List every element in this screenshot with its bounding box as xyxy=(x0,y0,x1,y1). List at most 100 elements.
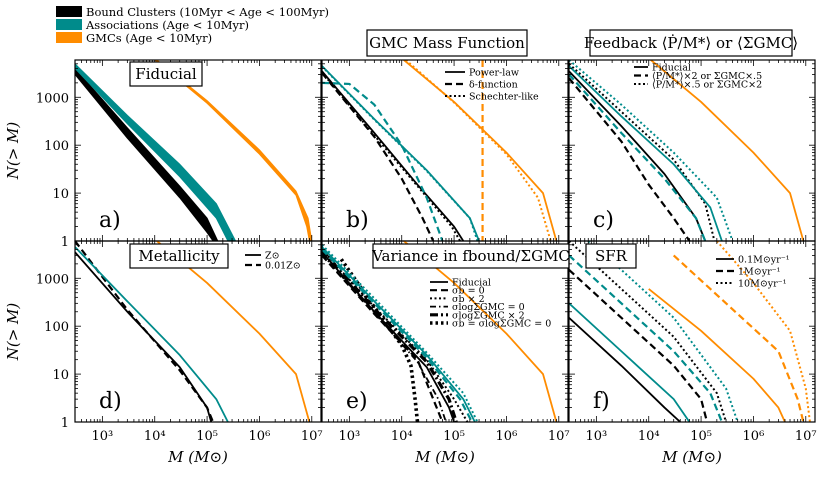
panel-title: Feedback ⟨Ṗ/M*⟩ or ⟨ΣGMC⟩ xyxy=(584,34,798,52)
panel-e: 10³ 10⁴ 10⁵ 10⁶ 10⁷ M (M⊙) e) Variance in fboun… xyxy=(321,240,570,466)
panel-label: f) xyxy=(593,389,610,414)
panel-title: Metallicity xyxy=(138,247,220,265)
series-b-2 xyxy=(322,71,461,241)
legend-label: Fiducial xyxy=(652,63,691,74)
y-axis-label: N(> M) xyxy=(4,303,22,362)
series-f-7 xyxy=(672,254,805,422)
series-d-2 xyxy=(75,246,229,422)
legend-label: GMCs (Age < 10Myr) xyxy=(86,31,212,45)
legend-label: σlogΣGMC × 2 xyxy=(452,310,525,321)
series-b-3 xyxy=(322,65,480,241)
series-c-3 xyxy=(569,65,723,241)
plot-area-e xyxy=(322,241,558,422)
legend-label: ⟨P/M*⟩×2 or ΣGMC×.5 xyxy=(652,71,762,82)
ytick-label: 1 xyxy=(61,235,69,250)
plot-area-a xyxy=(75,60,313,241)
series-e-6 xyxy=(322,246,476,422)
series-f-0 xyxy=(569,317,681,422)
xtick-label: 10⁴ xyxy=(391,429,413,444)
panel-title: Fiducial xyxy=(135,65,197,83)
legend-label: Fiducial xyxy=(452,278,491,289)
ytick-label: 10 xyxy=(52,187,69,202)
legend-label: σb = σlogΣGMC = 0 xyxy=(452,319,551,330)
title-box xyxy=(129,61,203,87)
series-e-8 xyxy=(322,248,473,422)
plot-area-f xyxy=(569,241,811,422)
series-e-9 xyxy=(403,241,558,422)
xtick-label: 10⁴ xyxy=(638,429,660,444)
xtick-label: 10⁷ xyxy=(301,429,323,444)
series-b-4 xyxy=(322,81,444,241)
legend-swatch xyxy=(56,19,82,30)
xtick-label: 10³ xyxy=(338,429,360,444)
series-b-5 xyxy=(322,65,479,241)
legend-label: σb × 2 xyxy=(452,294,485,305)
xtick-label: 10³ xyxy=(91,429,113,444)
axes-frame-f xyxy=(568,240,816,423)
x-axis-label: M (M⊙) xyxy=(414,448,475,466)
legend-label: 0.1M⊙yr⁻¹ xyxy=(738,255,790,266)
legend-label: Associations (Age < 10Myr) xyxy=(85,18,249,32)
panel-label: c) xyxy=(593,208,614,233)
axes-frame-e xyxy=(321,240,569,423)
ytick-label: 1000 xyxy=(36,91,69,106)
series-c-6 xyxy=(650,60,805,241)
ytick-label: 100 xyxy=(44,139,69,154)
legend-label: ⟨P/M*⟩×.5 or ΣGMC×2 xyxy=(652,80,762,91)
panel-a: 1 10 100 1000 N(> M) a) Fiducial xyxy=(4,59,322,250)
series-f-3 xyxy=(569,302,691,422)
series-f-8 xyxy=(716,241,811,422)
series-f-4 xyxy=(569,254,723,422)
series-c-0 xyxy=(569,70,707,241)
band-a-0 xyxy=(75,67,219,241)
legend-swatch xyxy=(56,32,82,43)
legend-label: Schechter-like xyxy=(469,92,539,103)
legend-label: Bound Clusters (10Myr < Age < 100Myr) xyxy=(86,5,329,19)
legend-label: δ-function xyxy=(469,80,518,91)
series-f-1 xyxy=(569,269,709,422)
plot-area-d xyxy=(75,241,311,422)
legend-label: Power-law xyxy=(469,68,519,79)
panel-c: c)Feedback ⟨Ṗ/M*⟩ or ⟨ΣGMC⟩Fiducial⟨P/M*… xyxy=(568,29,816,242)
panel-label: e) xyxy=(346,389,368,414)
title-box xyxy=(589,29,793,57)
panel-label: b) xyxy=(346,208,369,233)
plot-area-b xyxy=(322,60,558,241)
panel-f: 10³ 10⁴ 10⁵ 10⁶ 10⁷ M (M⊙) f) SFR 0.1M⊙yr⁻¹1M⊙yr… xyxy=(568,240,817,466)
panel-title: Variance in fbound/ΣGMC xyxy=(371,247,570,265)
axes-frame-d xyxy=(74,240,322,423)
xtick-label: 10⁷ xyxy=(795,429,817,444)
series-c-2 xyxy=(569,63,716,241)
ytick-label: 1 xyxy=(61,416,69,431)
x-axis-label: M (M⊙) xyxy=(661,448,722,466)
series-d-3 xyxy=(156,241,311,422)
legend-label: σlogΣGMC = 0 xyxy=(452,302,525,313)
xtick-label: 10⁶ xyxy=(496,429,518,444)
plot-area-c xyxy=(569,60,805,241)
ytick-label: 1000 xyxy=(36,272,69,287)
ytick-label: 10 xyxy=(52,368,69,383)
series-e-1 xyxy=(322,254,444,422)
figure-legend: Bound Clusters (10Myr < Age < 100Myr)Ass… xyxy=(56,5,329,45)
xtick-label: 10⁶ xyxy=(249,429,271,444)
band-a-1 xyxy=(75,63,237,241)
x-axis-label: M (M⊙) xyxy=(167,448,228,466)
series-e-7 xyxy=(322,244,479,422)
panel-label: d) xyxy=(99,389,122,414)
title-box xyxy=(372,243,570,269)
panel-title: GMC Mass Function xyxy=(369,34,525,52)
legend-label: Z⊙ xyxy=(265,251,280,262)
legend-d: Z⊙0.01Z⊙ xyxy=(245,251,301,272)
panel-d: 10³ 10⁴ 10⁵ 10⁶ 10⁷ M (M⊙) 1 10 100 1000 N(> M) d) M… xyxy=(4,240,323,466)
series-b-0 xyxy=(322,70,465,241)
xtick-label: 10³ xyxy=(585,429,607,444)
xtick-label: 10⁴ xyxy=(144,429,166,444)
series-e-5 xyxy=(339,258,420,422)
series-d-1 xyxy=(75,241,215,422)
xtick-label: 10⁵ xyxy=(443,429,465,444)
series-f-6 xyxy=(648,288,786,422)
xtick-label: 10⁵ xyxy=(690,429,712,444)
